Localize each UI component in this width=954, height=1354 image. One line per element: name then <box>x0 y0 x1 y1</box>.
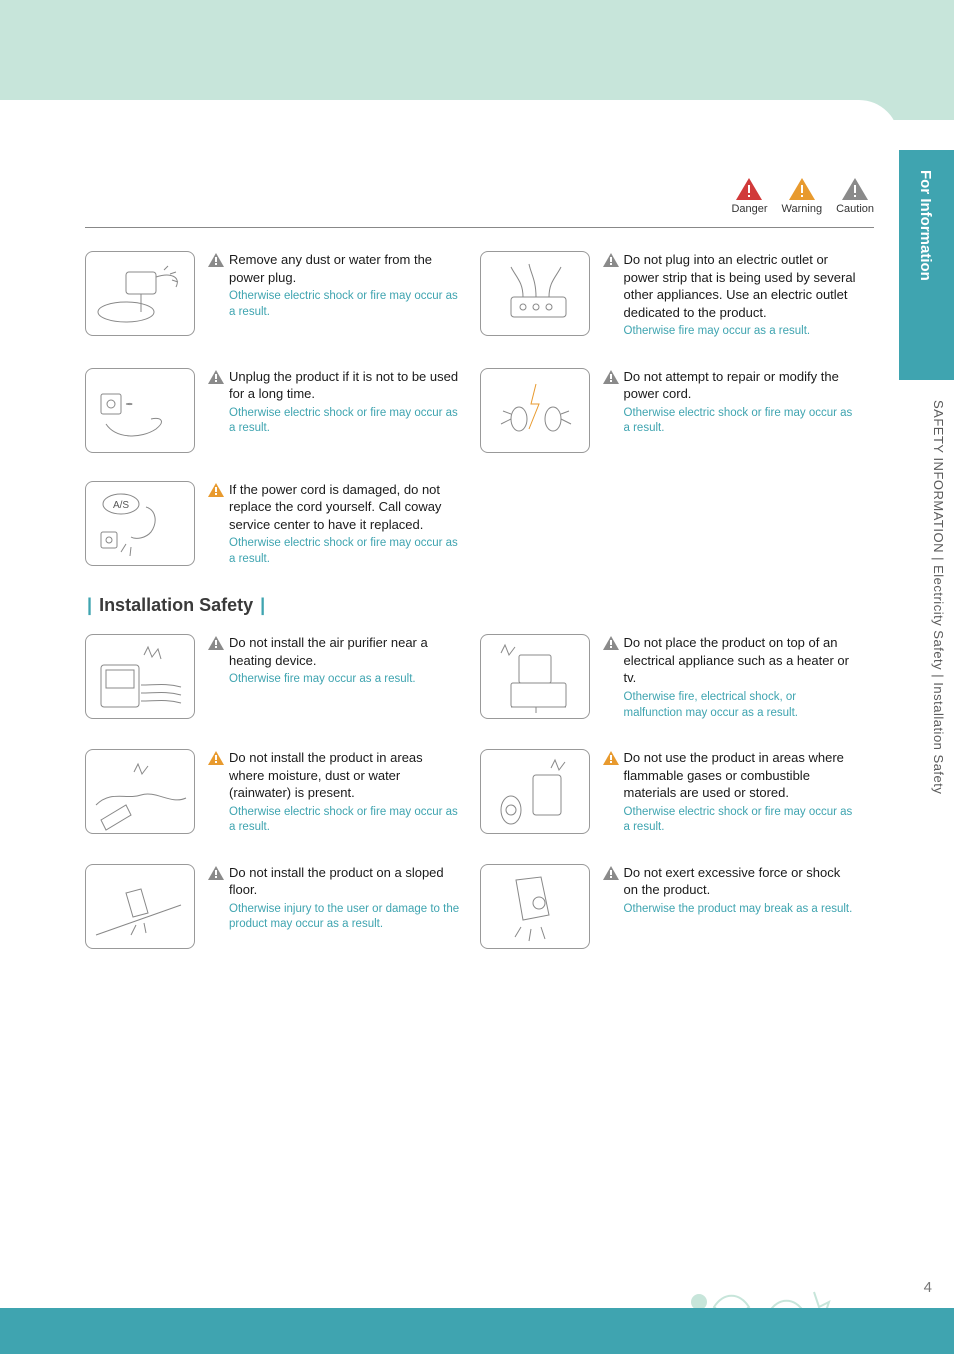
illustration <box>85 251 195 336</box>
legend-label: Danger <box>731 203 767 215</box>
illustration <box>480 634 590 719</box>
warning-icon <box>602 750 620 766</box>
safety-row: Remove any dust or water from the power … <box>85 251 874 340</box>
item-text: Do not exert excessive force or shock on… <box>624 864 857 899</box>
safety-item: Do not exert excessive force or shock on… <box>480 864 875 949</box>
item-warning: Otherwise fire may occur as a result. <box>602 324 857 340</box>
side-tab-label: For Information <box>899 150 952 301</box>
safety-text: Do not place the product on top of an el… <box>602 634 875 721</box>
illustration <box>85 749 195 834</box>
safety-row: Do not install the product on a sloped f… <box>85 864 874 949</box>
caution-icon <box>602 635 620 651</box>
item-warning: Otherwise fire, electrical shock, or mal… <box>602 690 857 721</box>
safety-text: If the power cord is damaged, do not rep… <box>207 481 480 568</box>
page: For Information SAFETY INFORMATION | Ele… <box>0 0 954 1354</box>
legend-label: Caution <box>836 203 874 215</box>
section-title: | Installation Safety | <box>85 595 874 616</box>
legend-item-warning: Warning <box>782 177 823 215</box>
illustration <box>85 634 195 719</box>
illustration <box>85 368 195 453</box>
divider <box>85 227 874 228</box>
safety-item: Do not attempt to repair or modify the p… <box>480 368 875 453</box>
header-band <box>0 0 954 120</box>
safety-text: Do not install the product in areas wher… <box>207 749 480 836</box>
safety-item: Do not install the product in areas wher… <box>85 749 480 836</box>
legend: Danger Warning Caution <box>731 177 874 215</box>
caution-icon <box>207 252 225 268</box>
item-text: Do not attempt to repair or modify the p… <box>624 368 857 403</box>
caution-icon <box>602 252 620 268</box>
warning-icon <box>207 750 225 766</box>
legend-item-danger: Danger <box>731 177 767 215</box>
illustration <box>480 368 590 453</box>
item-text: Do not install the product in areas wher… <box>229 749 462 802</box>
safety-row: Do not install the air purifier near a h… <box>85 634 874 721</box>
illustration <box>480 864 590 949</box>
item-warning: Otherwise electric shock or fire may occ… <box>602 406 857 437</box>
legend-label: Warning <box>782 203 823 215</box>
safety-row: Unplug the product if it is not to be us… <box>85 368 874 453</box>
svg-text:A/S: A/S <box>113 500 129 511</box>
warning-icon <box>207 482 225 498</box>
warning-icon <box>788 177 816 201</box>
caution-icon <box>207 635 225 651</box>
caution-icon <box>602 865 620 881</box>
grid: Remove any dust or water from the power … <box>85 251 874 977</box>
safety-text: Unplug the product if it is not to be us… <box>207 368 480 437</box>
illustration <box>480 749 590 834</box>
safety-text: Do not plug into an electric outlet or p… <box>602 251 875 340</box>
page-number: 4 <box>924 1279 932 1296</box>
safety-item: Remove any dust or water from the power … <box>85 251 480 340</box>
safety-text: Remove any dust or water from the power … <box>207 251 480 320</box>
legend-item-caution: Caution <box>836 177 874 215</box>
item-warning: Otherwise electric shock or fire may occ… <box>207 289 462 320</box>
safety-item: Do not install the product on a sloped f… <box>85 864 480 949</box>
safety-text: Do not install the product on a sloped f… <box>207 864 480 933</box>
section-title-text: Installation Safety <box>99 595 253 615</box>
side-tab: For Information <box>899 150 954 380</box>
footer-bar <box>0 1308 954 1354</box>
caution-icon <box>207 369 225 385</box>
safety-text: Do not exert excessive force or shock on… <box>602 864 875 918</box>
safety-item: Do not plug into an electric outlet or p… <box>480 251 875 340</box>
item-warning: Otherwise electric shock or fire may occ… <box>207 805 462 836</box>
safety-item: Unplug the product if it is not to be us… <box>85 368 480 453</box>
safety-item: Do not install the air purifier near a h… <box>85 634 480 721</box>
safety-text: Do not attempt to repair or modify the p… <box>602 368 875 437</box>
safety-row: Do not install the product in areas wher… <box>85 749 874 836</box>
item-text: Do not plug into an electric outlet or p… <box>624 251 857 321</box>
safety-text: Do not install the air purifier near a h… <box>207 634 480 688</box>
title-bar-icon: | <box>260 595 265 615</box>
danger-icon <box>735 177 763 201</box>
safety-item: A/S If the power cord is damaged, do not… <box>85 481 480 568</box>
item-warning: Otherwise electric shock or fire may occ… <box>207 536 462 567</box>
item-text: Do not install the air purifier near a h… <box>229 634 462 669</box>
empty-cell <box>480 481 875 568</box>
safety-text: Do not use the product in areas where fl… <box>602 749 875 836</box>
item-warning: Otherwise the product may break as a res… <box>602 902 857 918</box>
caution-icon <box>602 369 620 385</box>
item-warning: Otherwise fire may occur as a result. <box>207 672 462 688</box>
item-text: Remove any dust or water from the power … <box>229 251 462 286</box>
title-bar-icon: | <box>87 595 92 615</box>
item-text: Unplug the product if it is not to be us… <box>229 368 462 403</box>
item-warning: Otherwise injury to the user or damage t… <box>207 902 462 933</box>
item-text: Do not use the product in areas where fl… <box>624 749 857 802</box>
caution-icon <box>841 177 869 201</box>
side-breadcrumb: SAFETY INFORMATION | Electricity Safety … <box>931 400 946 794</box>
item-warning: Otherwise electric shock or fire may occ… <box>602 805 857 836</box>
safety-row: A/S If the power cord is damaged, do not… <box>85 481 874 568</box>
safety-item: Do not place the product on top of an el… <box>480 634 875 721</box>
item-text: Do not place the product on top of an el… <box>624 634 857 687</box>
safety-item: Do not use the product in areas where fl… <box>480 749 875 836</box>
item-text: Do not install the product on a sloped f… <box>229 864 462 899</box>
illustration <box>480 251 590 336</box>
caution-icon <box>207 865 225 881</box>
illustration <box>85 864 195 949</box>
item-warning: Otherwise electric shock or fire may occ… <box>207 406 462 437</box>
illustration: A/S <box>85 481 195 566</box>
item-text: If the power cord is damaged, do not rep… <box>229 481 462 534</box>
